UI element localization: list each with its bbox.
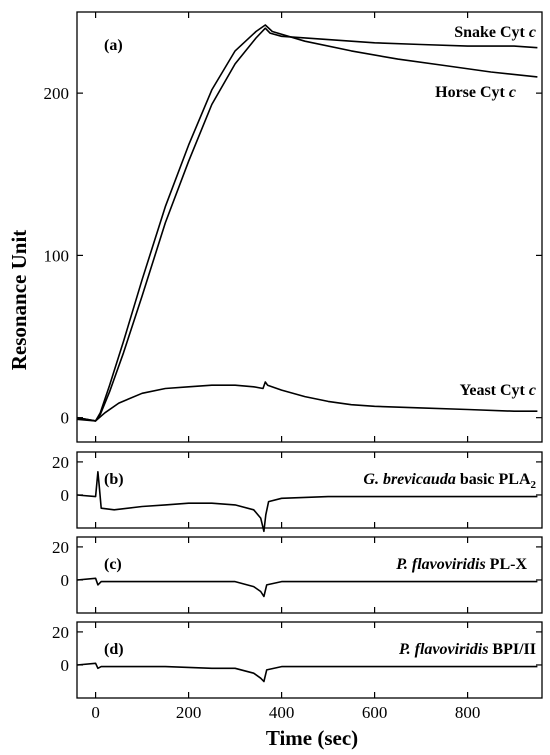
x-tick-label-200: 200	[176, 703, 202, 722]
panel-c-frame	[76, 536, 543, 614]
panel-c: (c) 0 20 P. flavoviridis PL-X	[52, 536, 543, 614]
x-axis-title: Time (sec)	[266, 726, 358, 750]
x-tick-label-400: 400	[269, 703, 295, 722]
series-label-pla2-italic: G. brevicauda	[363, 471, 455, 488]
series-label-pla2: G. brevicauda basic PLA2	[363, 471, 536, 491]
series-label-yeast-italic: c	[529, 382, 536, 399]
y-tick-label-b-20: 20	[52, 453, 69, 472]
series-label-plx-text: PL-X	[486, 556, 528, 573]
series-label-snake-text: Snake Cyt	[454, 24, 529, 41]
series-label-plx: P. flavoviridis PL-X	[395, 556, 527, 573]
series-label-plx-italic: P. flavoviridis	[395, 556, 485, 573]
series-line-a-2	[76, 381, 538, 422]
panel-d-label: (d)	[104, 641, 124, 658]
panel-a-frame	[76, 11, 543, 443]
panel-c-ticks: 0 20	[52, 537, 542, 613]
series-label-horse-italic: c	[509, 84, 516, 101]
series-label-bpi: P. flavoviridis BPI/II	[398, 641, 536, 658]
x-tick-label-0: 0	[91, 703, 100, 722]
panel-d: (d) 0 20 P. flavoviridis BPI/II	[52, 621, 543, 699]
series-line-a-1	[76, 24, 538, 422]
panel-d-ticks: 0 20	[52, 622, 542, 698]
panel-a: (a) 0 100 200 Snake Cyt c Horse Cyt c Yeas…	[44, 11, 543, 443]
panel-b-label: (b)	[104, 471, 124, 488]
y-tick-label-a-200: 200	[44, 84, 70, 103]
series-label-pla2-subscript: 2	[531, 479, 537, 491]
panel-d-series	[76, 662, 538, 683]
series-label-yeast: Yeast Cyt c	[460, 382, 536, 399]
x-tick-label-600: 600	[362, 703, 388, 722]
y-tick-label-c-20: 20	[52, 538, 69, 557]
panel-b-series	[76, 471, 538, 533]
y-tick-label-a-0: 0	[61, 409, 70, 428]
panel-b-frame	[76, 451, 543, 529]
y-tick-label-d-0: 0	[61, 656, 70, 675]
series-label-horse: Horse Cyt c	[435, 84, 516, 101]
y-axis-title: Resonance Unit	[7, 230, 31, 371]
panel-a-series	[76, 24, 538, 422]
series-line-d-0	[76, 662, 538, 683]
panel-a-label: (a)	[104, 37, 123, 54]
series-label-bpi-italic: P. flavoviridis	[398, 641, 488, 658]
y-tick-label-a-100: 100	[44, 246, 70, 265]
series-line-c-0	[76, 577, 538, 598]
series-line-b-0	[76, 471, 538, 533]
panel-d-frame	[76, 621, 543, 699]
series-label-snake: Snake Cyt c	[454, 24, 536, 41]
y-tick-label-b-0: 0	[61, 486, 70, 505]
series-label-pla2-text: basic PLA	[456, 471, 531, 488]
y-tick-label-d-20: 20	[52, 623, 69, 642]
x-axis-ticks: 0 200 400 600 800	[91, 703, 480, 722]
panel-a-ticks: 0 100 200	[44, 12, 542, 442]
panel-c-label: (c)	[104, 556, 122, 573]
panel-b-ticks: 0 20	[52, 452, 542, 528]
series-line-a-0	[76, 27, 538, 422]
series-label-horse-text: Horse Cyt	[435, 84, 509, 101]
panel-c-series	[76, 577, 538, 598]
series-label-snake-italic: c	[529, 24, 536, 41]
series-label-bpi-text: BPI/II	[488, 641, 536, 658]
series-label-yeast-text: Yeast Cyt	[460, 382, 529, 399]
x-tick-label-800: 800	[455, 703, 481, 722]
panel-b: (b) 0 20 G. brevicauda basic PLA2	[52, 451, 543, 533]
y-tick-label-c-0: 0	[61, 571, 70, 590]
